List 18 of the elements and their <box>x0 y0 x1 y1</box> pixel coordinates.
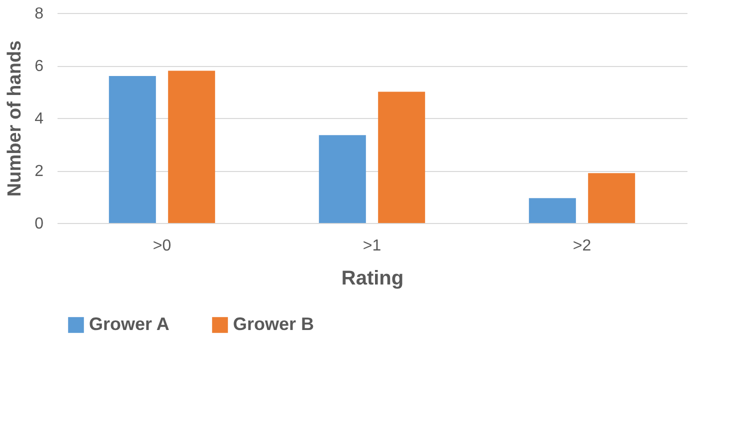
y-tick-label: 6 <box>34 58 44 75</box>
y-tick-label: 2 <box>34 163 44 180</box>
bar <box>378 92 426 223</box>
bar <box>528 198 576 223</box>
x-axis-title: Rating <box>341 268 404 290</box>
bar <box>108 76 156 223</box>
x-tick-label: >1 <box>362 238 382 254</box>
y-tick-label: 0 <box>34 216 44 232</box>
bar <box>318 135 366 223</box>
x-tick-label: >2 <box>572 238 592 254</box>
y-tick-label: 8 <box>34 6 44 22</box>
y-axis-title: Number of hands <box>4 40 26 197</box>
y-tick-label: 4 <box>34 110 44 128</box>
bar <box>168 70 216 223</box>
x-tick-label: >0 <box>152 238 172 254</box>
legend-label: Grower A <box>89 314 170 334</box>
legend-label: Grower B <box>233 314 314 334</box>
bar <box>588 173 636 223</box>
